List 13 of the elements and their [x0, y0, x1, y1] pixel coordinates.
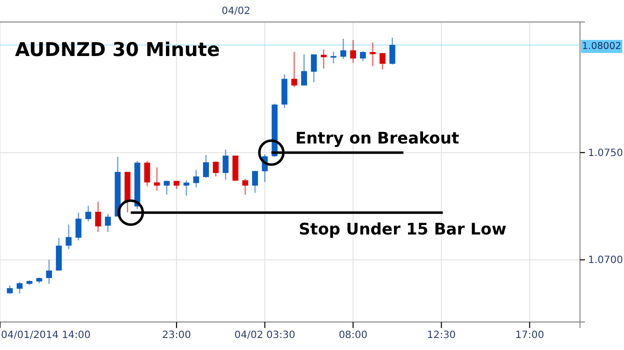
x-tick-label: 04/01/2014 14:00: [1, 330, 91, 342]
x-tick-label: 12:30: [426, 330, 456, 342]
text: 04/02: [222, 6, 250, 17]
y-tick-label: 1.0700: [588, 255, 623, 266]
x-tick-label: 17:00: [515, 330, 544, 342]
x-tick-label: 04/02 03:30: [234, 330, 296, 342]
y-tick-label: 1.0750: [588, 148, 623, 159]
ref-line-label: 1.08002: [582, 40, 622, 52]
x-tick-label: 23:00: [162, 330, 191, 342]
annotation: Stop Under 15 Bar Low: [298, 220, 507, 239]
text: AUDNZD 30 Minute: [15, 39, 220, 61]
x-tick-label: 08:00: [338, 330, 368, 342]
annotation: Entry on Breakout: [295, 128, 460, 148]
